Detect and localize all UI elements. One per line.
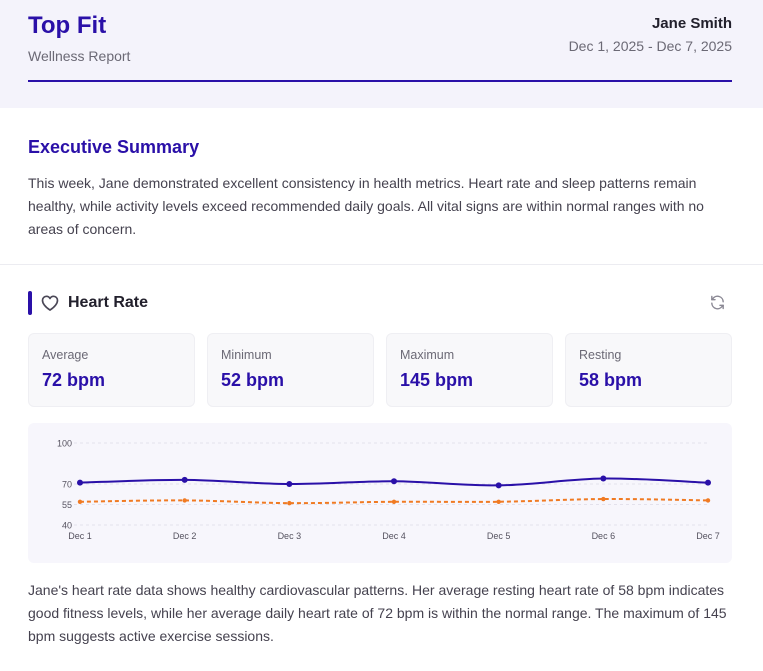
report-header: Top Fit Wellness Report Jane Smith Dec 1… <box>0 0 763 108</box>
section-accent-bar <box>28 291 32 315</box>
data-point <box>182 498 187 503</box>
data-point <box>286 481 293 487</box>
y-tick-label: 70 <box>62 480 72 490</box>
stat-value: 58 bpm <box>579 370 643 390</box>
stat-card-average: Average 72 bpm <box>28 333 195 407</box>
refresh-icon[interactable] <box>709 294 726 311</box>
data-point <box>705 479 711 486</box>
stat-card-minimum: Minimum 52 bpm <box>207 333 374 407</box>
data-point <box>705 498 711 503</box>
stat-card-maximum: Maximum 145 bpm <box>386 333 553 407</box>
executive-summary-title: Executive Summary <box>28 137 200 157</box>
data-point <box>391 499 397 504</box>
date-range: Dec 1, 2025 - Dec 7, 2025 <box>568 38 732 54</box>
data-point <box>181 476 188 483</box>
x-tick-label: Dec 2 <box>173 531 197 541</box>
stat-label: Resting <box>579 348 622 362</box>
brand-title: Top Fit <box>28 12 107 39</box>
user-name: Jane Smith <box>651 15 732 32</box>
data-point <box>287 500 292 506</box>
heart-rate-chart: 40 55 70 100 Dec 1 Dec 2 Dec 3 Dec 4 Dec 5 Dec 6 D… <box>28 423 732 563</box>
data-point <box>601 496 606 502</box>
data-point <box>77 499 83 504</box>
x-tick-label: Dec 1 <box>68 531 92 541</box>
stat-card-resting: Resting 58 bpm <box>565 333 732 407</box>
heart-icon <box>41 295 59 311</box>
x-tick-label: Dec 7 <box>696 531 720 541</box>
stat-value: 72 bpm <box>42 370 106 390</box>
y-tick-label: 40 <box>62 521 72 531</box>
report-subtitle: Wellness Report <box>28 48 131 64</box>
executive-summary-text: This week, Jane demonstrated excellent c… <box>28 175 704 237</box>
y-tick-label: 55 <box>62 500 72 510</box>
data-point <box>495 482 502 489</box>
data-point <box>391 478 397 485</box>
section-divider <box>0 264 763 265</box>
stat-value: 145 bpm <box>400 370 474 390</box>
x-tick-label: Dec 6 <box>592 531 616 541</box>
data-point <box>77 479 83 486</box>
x-tick-label: Dec 4 <box>382 531 406 541</box>
data-point <box>496 499 501 504</box>
heart-rate-title: Heart Rate <box>68 294 149 311</box>
stat-label: Maximum <box>400 348 455 362</box>
heart-rate-analysis: Jane's heart rate data shows healthy car… <box>28 582 727 644</box>
x-tick-label: Dec 3 <box>278 531 302 541</box>
data-point <box>600 475 607 482</box>
stat-value: 52 bpm <box>221 370 285 390</box>
stat-label: Minimum <box>221 348 272 362</box>
y-tick-label: 100 <box>57 439 72 449</box>
stat-label: Average <box>42 348 89 362</box>
header-divider <box>28 80 732 82</box>
x-tick-label: Dec 5 <box>487 531 511 541</box>
heart-rate-chart-svg: 40 55 70 100 Dec 1 Dec 2 Dec 3 Dec 4 Dec 5 Dec 6 D… <box>57 439 720 542</box>
